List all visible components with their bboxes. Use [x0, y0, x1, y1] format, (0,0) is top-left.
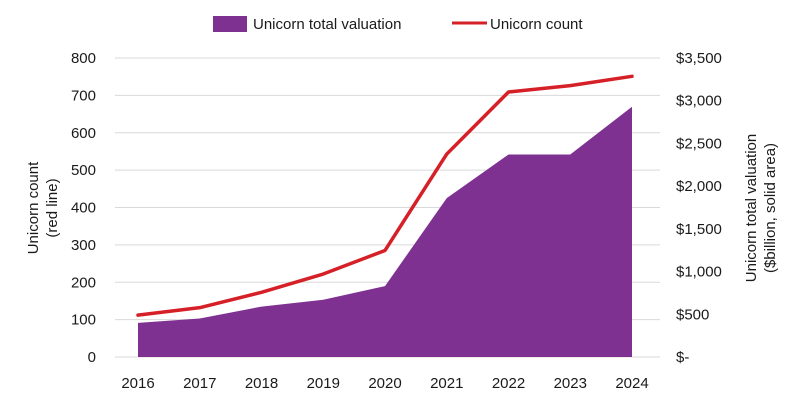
left-axis-title: Unicorn count (red line): [25, 161, 61, 254]
x-tick-label-2019: 2019: [307, 375, 340, 392]
left-tick-label-3: 300: [71, 237, 96, 254]
right-tick-label-6: $3,000: [676, 93, 722, 110]
right-tick-label-2: $1,000: [676, 264, 722, 281]
x-tick-label-2017: 2017: [183, 375, 216, 392]
right-axis-title-line2: ($billion, solid area): [762, 143, 779, 273]
right-tick-label-4: $2,000: [676, 178, 722, 195]
left-tick-label-5: 500: [71, 162, 96, 179]
valuation-area-layer: [138, 106, 632, 358]
left-tick-label-8: 800: [71, 50, 96, 67]
legend: Unicorn total valuation Unicorn count: [213, 16, 583, 33]
right-axis-title-line1: Unicorn total valuation: [743, 134, 760, 282]
x-tick-label-2024: 2024: [615, 375, 648, 392]
right-tick-label-5: $2,500: [676, 135, 722, 152]
left-tick-label-1: 100: [71, 312, 96, 329]
legend-label-valuation: Unicorn total valuation: [253, 16, 401, 33]
x-tick-label-2016: 2016: [121, 375, 154, 392]
left-tick-label-6: 600: [71, 125, 96, 142]
left-tick-label-4: 400: [71, 200, 96, 217]
legend-swatch-valuation: [213, 16, 247, 32]
x-tick-label-2022: 2022: [492, 375, 525, 392]
left-axis-title-line1: Unicorn count: [25, 161, 42, 254]
x-axis-ticks: 2016 2017 2018 2019 2020 2021 2022 2023 2024: [121, 375, 648, 392]
left-axis-title-line2: (red line): [44, 178, 61, 237]
valuation-area: [138, 106, 632, 358]
legend-label-count: Unicorn count: [490, 16, 583, 33]
right-axis-ticks: $- $500 $1,000 $1,500 $2,000 $2,500 $3,000 $3,5…: [676, 50, 722, 366]
x-tick-label-2020: 2020: [368, 375, 401, 392]
x-tick-label-2018: 2018: [245, 375, 278, 392]
right-tick-label-1: $500: [676, 306, 709, 323]
right-axis-title: Unicorn total valuation ($billion, solid…: [743, 134, 779, 282]
left-tick-label-0: 0: [88, 349, 96, 366]
count-line-layer: [136, 74, 634, 317]
left-tick-label-7: 700: [71, 87, 96, 104]
left-tick-label-2: 200: [71, 274, 96, 291]
right-tick-label-7: $3,500: [676, 50, 722, 67]
x-tick-label-2023: 2023: [554, 375, 587, 392]
right-tick-label-0: $-: [676, 349, 689, 366]
right-tick-label-3: $1,500: [676, 221, 722, 238]
x-tick-label-2021: 2021: [430, 375, 463, 392]
count-line: [136, 74, 634, 317]
left-axis-ticks: 0 100 200 300 400 500 600 700 800: [71, 50, 96, 366]
